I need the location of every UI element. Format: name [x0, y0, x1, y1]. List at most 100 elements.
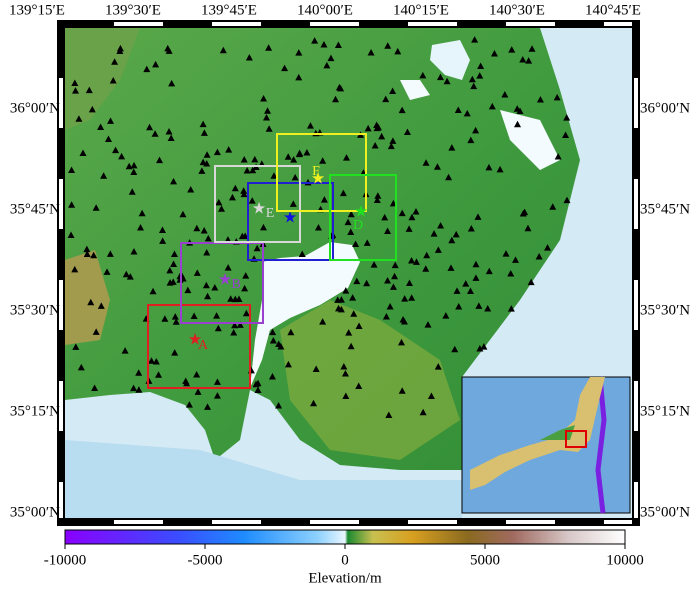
station-marker — [259, 223, 267, 231]
station-marker — [77, 363, 85, 371]
station-marker — [170, 177, 178, 185]
station-marker — [454, 106, 462, 113]
station-marker — [448, 144, 456, 151]
station-marker — [501, 91, 509, 98]
frame-segment — [310, 22, 359, 26]
station-marker — [400, 318, 408, 325]
station-marker — [152, 60, 160, 68]
colorbar-tick-label: -10000 — [44, 552, 87, 568]
station-marker — [97, 123, 105, 130]
region-star: ★ — [218, 272, 232, 289]
station-marker — [107, 117, 115, 124]
station-marker — [312, 365, 320, 372]
station-marker — [342, 392, 350, 400]
station-marker — [389, 87, 397, 94]
station-marker — [231, 184, 239, 192]
region-box — [329, 174, 397, 261]
frame-segment — [212, 520, 261, 524]
station-marker — [320, 196, 328, 203]
study-regions: ★★A★ B★ E★F★D — [147, 133, 397, 389]
station-marker — [265, 125, 273, 132]
station-marker — [130, 161, 138, 169]
station-marker — [203, 249, 211, 256]
station-marker — [310, 399, 318, 407]
station-marker — [343, 154, 351, 161]
station-marker — [169, 278, 177, 285]
station-marker — [230, 328, 238, 336]
terrain — [65, 28, 632, 518]
station-marker — [135, 369, 143, 376]
station-marker — [126, 273, 134, 280]
station-marker — [249, 166, 257, 174]
station-marker — [467, 225, 475, 232]
station-marker — [335, 83, 343, 91]
lat-tick-label: 35°45′N — [640, 201, 690, 217]
station-marker — [364, 124, 372, 132]
frame-segment — [59, 179, 63, 229]
station-marker — [381, 213, 389, 221]
station-marker — [405, 279, 413, 286]
station-marker — [242, 272, 250, 279]
station-marker — [204, 234, 212, 242]
station-marker — [334, 296, 342, 303]
station-marker — [242, 309, 250, 317]
station-marker — [484, 304, 492, 312]
station-marker — [204, 292, 212, 300]
station-marker — [474, 213, 482, 220]
station-marker — [100, 172, 108, 179]
frame-segment — [59, 482, 63, 518]
lat-tick-label: 35°00′N — [640, 504, 690, 520]
station-marker — [135, 386, 143, 393]
station-marker — [281, 64, 289, 72]
station-marker — [227, 295, 235, 302]
station-marker — [485, 267, 493, 275]
lat-tick-label: 35°45′N — [10, 201, 60, 217]
station-marker — [170, 260, 178, 267]
station-marker — [236, 321, 244, 328]
frame-segment — [212, 22, 261, 26]
station-marker — [363, 279, 371, 287]
station-marker — [67, 231, 75, 239]
station-marker — [121, 347, 129, 354]
station-marker — [521, 208, 529, 216]
frame-segment — [408, 22, 457, 26]
station-marker — [524, 224, 532, 232]
frame-segment — [59, 280, 63, 330]
station-marker — [527, 278, 535, 286]
station-marker — [419, 408, 427, 416]
station-marker — [332, 95, 340, 103]
lon-tick-label: 139°45′E — [201, 2, 257, 18]
frame-segment — [634, 78, 638, 128]
frame-segment — [310, 520, 359, 524]
station-marker — [179, 210, 187, 218]
station-marker — [353, 277, 361, 285]
station-marker — [467, 136, 475, 144]
station-marker — [323, 61, 331, 69]
station-marker — [563, 196, 571, 204]
station-marker — [106, 250, 114, 257]
station-marker — [314, 224, 322, 231]
station-marker — [423, 251, 431, 259]
station-marker — [75, 115, 83, 122]
station-marker — [472, 126, 480, 134]
region-label: B — [231, 277, 240, 292]
station-marker — [203, 151, 211, 158]
station-marker — [535, 252, 543, 260]
station-marker — [342, 287, 350, 294]
station-marker — [536, 96, 544, 103]
station-marker — [528, 45, 536, 52]
station-marker — [455, 302, 463, 310]
station-marker — [434, 246, 442, 253]
station-marker — [137, 223, 145, 231]
station-marker — [373, 121, 381, 128]
region-label: A — [198, 338, 209, 353]
station-marker — [347, 228, 355, 236]
region-box — [147, 304, 251, 389]
station-marker — [398, 387, 406, 394]
lon-tick-label: 140°00′E — [297, 2, 353, 18]
station-marker — [327, 54, 335, 62]
station-marker — [159, 237, 167, 244]
station-marker — [68, 166, 76, 174]
station-markers — [67, 36, 571, 418]
